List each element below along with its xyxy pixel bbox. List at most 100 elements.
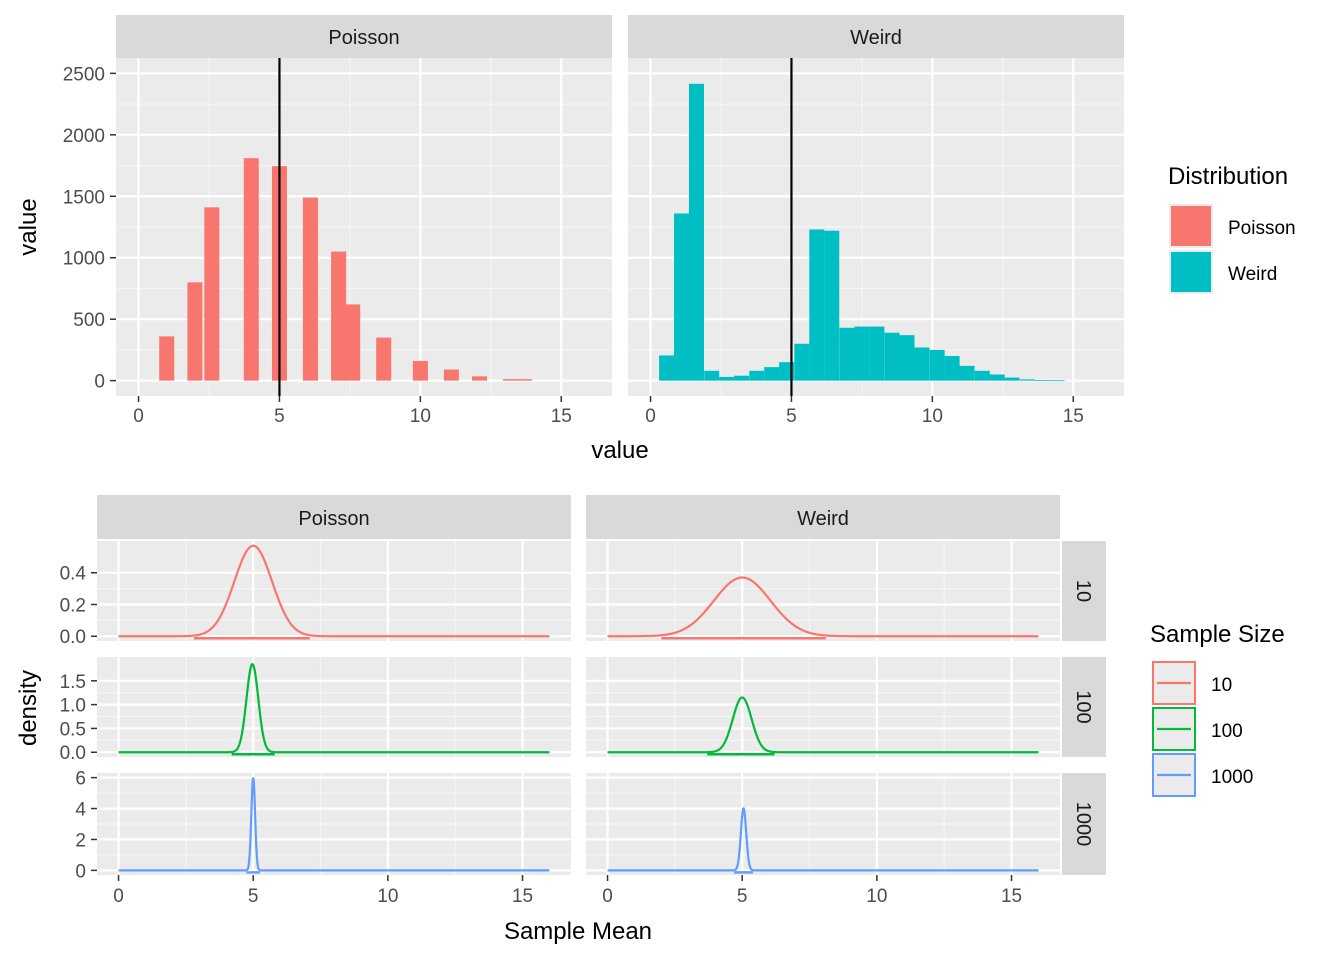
density-curve [118,777,550,872]
legend-title-sample-size: Sample Size [1150,621,1285,648]
x-tick-label: 5 [786,406,797,427]
histogram-bar [989,374,1005,381]
x-axis-top: 0 5 10 15 0 5 10 15 [133,396,1084,427]
density-panel [97,773,571,875]
x-tick-label: 0 [113,886,124,907]
y-axis-bottom: 0.0 0.2 0.4 0.0 0.51.0 1.5 0 2 4 6 [60,564,97,882]
histogram-bar [704,370,720,381]
histogram-bar [1049,380,1065,382]
density-panel [586,657,1060,757]
y-tick-label: 1.5 [60,672,86,693]
histogram-bar [302,197,318,381]
histogram-bar [503,379,519,381]
y-tick-label: 1.0 [60,696,86,717]
y-tick-label: 0 [75,861,86,882]
histogram-bar [869,326,885,381]
x-tick-label: 5 [737,886,748,907]
strip-label-weird: Weird [850,27,902,49]
histogram-bar [243,158,259,381]
y-tick-label: 1000 [63,249,105,270]
density-panel [97,541,571,641]
histogram-bar [159,336,175,381]
histogram-bar [517,379,533,381]
histogram-bar [331,251,347,381]
x-tick-label: 10 [922,406,943,427]
density-panel [97,657,571,757]
panel-background [97,657,571,757]
density-panel [586,541,1060,641]
histogram-bar [187,282,203,381]
legend-sample-size: Sample Size 10 100 1000 [1150,621,1285,797]
histogram-bar [1034,380,1050,381]
histogram-bar [472,376,488,381]
histogram-bar [914,347,930,381]
density-curve [607,696,1039,754]
density-curve [607,806,1039,872]
y-tick-label: 0.2 [60,595,86,616]
histogram-bar [734,375,750,381]
y-tick-label: 0.5 [60,719,86,740]
y-tick-label: 0 [94,372,105,393]
x-tick-label: 15 [512,886,533,907]
x-tick-label: 10 [866,886,887,907]
y-tick-label: 2 [75,830,86,851]
y-tick-label: 0.0 [60,743,86,764]
x-tick-label: 15 [551,406,572,427]
histogram-bar [412,360,428,381]
legend-label: 10 [1211,675,1232,696]
legend-sample-keys: 10 100 1000 [1152,661,1253,797]
x-axis-title-top: value [591,437,648,464]
legend-label: 100 [1211,721,1243,742]
strip-row-10 [1062,541,1106,641]
y-tick-label: 0.0 [60,627,86,648]
x-tick-label: 0 [602,886,613,907]
density-chart: Poisson Weird 10 100 1000 0.00.20.40.00.… [15,495,1285,945]
x-tick-label: 5 [274,406,285,427]
histogram-bar [376,337,392,381]
x-tick-label: 15 [1063,406,1084,427]
legend-label-poisson: Poisson [1228,218,1296,239]
histogram-bar [854,326,870,381]
x-tick-label: 10 [377,886,398,907]
x-tick-label: 5 [248,886,259,907]
strip-col-weird [586,495,1060,539]
histogram-bar [899,335,915,381]
strip-row-label-1000: 1000 [1072,802,1094,847]
strip-col-label-weird: Weird [797,508,849,530]
legend-label-weird: Weird [1228,264,1277,285]
y-tick-label: 2000 [63,126,105,147]
y-tick-label: 1500 [63,187,105,208]
density-panels [97,541,1060,875]
histogram-bar [1004,377,1020,381]
y-axis-title-top: value [15,198,42,255]
histogram-bar [794,343,810,381]
y-axis-title-bottom: density [15,670,42,746]
histogram-bar [929,349,945,381]
histogram-bar [688,83,704,381]
strip-label-poisson: Poisson [328,27,399,49]
strip-poisson [116,15,612,58]
density-curve [118,544,550,638]
panel-weird-histogram [628,58,1124,396]
legend-key-weird [1169,250,1213,294]
histogram-bar [749,370,765,381]
histogram-bar [839,327,855,381]
strip-row-100 [1062,657,1106,757]
y-tick-label: 500 [73,310,105,331]
histogram-chart: Poisson Weird 0 500 1000 1500 2000 2500 0 5 10 1… [15,15,1296,464]
histogram-bar [443,369,459,381]
panel-background [586,541,1060,641]
x-tick-label: 0 [645,406,656,427]
legend-label: 1000 [1211,767,1253,788]
strip-row-label-100: 100 [1072,690,1094,723]
strip-col-poisson [97,495,571,539]
panel-background [97,541,571,641]
facet-poisson-histogram: Poisson [116,15,612,396]
histogram-bar [345,304,361,381]
density-panel [586,773,1060,875]
legend-distribution: Distribution Poisson Weird [1168,163,1296,294]
facet-weird-histogram: Weird [628,15,1124,396]
strip-row-label-10: 10 [1072,580,1094,602]
legend-title-distribution: Distribution [1168,163,1288,190]
